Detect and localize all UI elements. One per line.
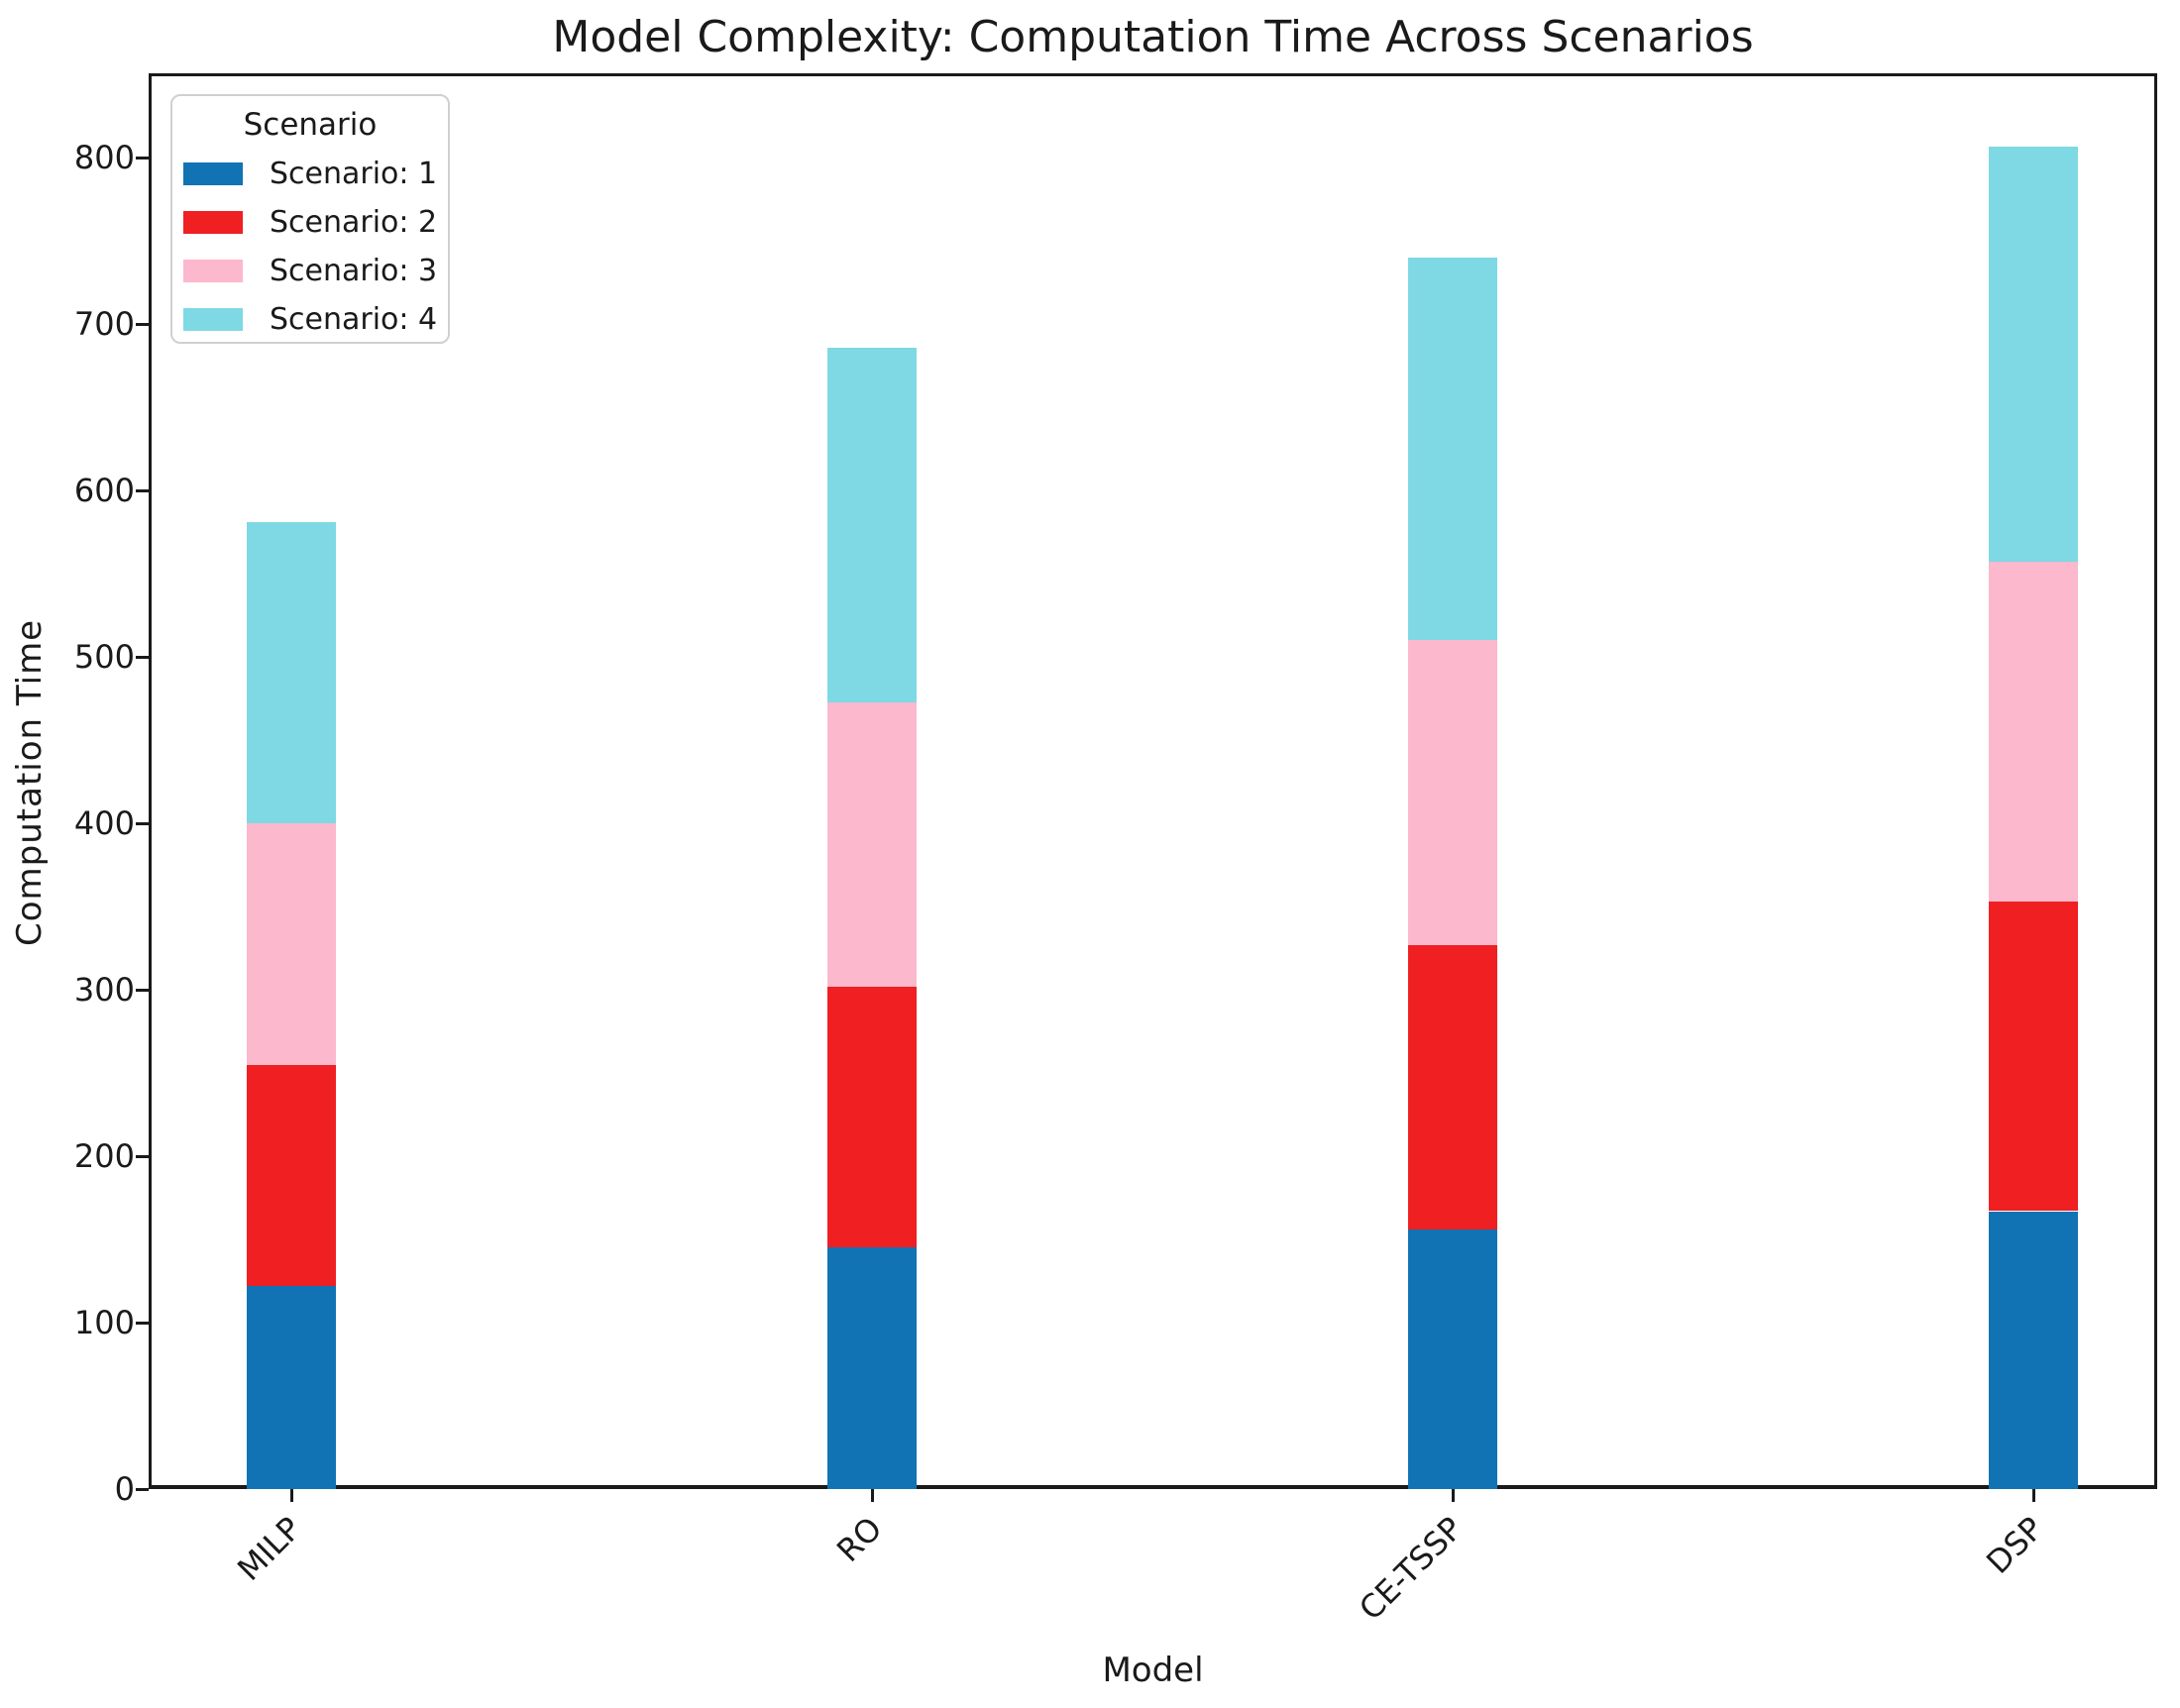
legend-label-scenario-3: Scenario: 3 <box>270 253 438 288</box>
y-tick-label: 800 <box>73 139 135 177</box>
y-tick-mark <box>136 488 149 492</box>
y-tick-label: 100 <box>73 1304 135 1342</box>
legend-swatch-scenario-1 <box>183 162 243 185</box>
y-axis-label: Computation Time <box>10 618 50 947</box>
bar-segment-dsp-scenario-1 <box>1989 1211 2078 1489</box>
legend-label-scenario-4: Scenario: 4 <box>270 301 438 337</box>
legend-swatch-scenario-3 <box>183 260 243 282</box>
x-axis-label: Model <box>1102 1651 1204 1690</box>
legend-item-scenario-3: Scenario: 3 <box>172 247 448 295</box>
y-tick-label: 600 <box>73 472 135 510</box>
bar-segment-ce-tssp-scenario-2 <box>1408 944 1497 1229</box>
legend-items: Scenario: 1 Scenario: 2 Scenario: 3 Scenari… <box>172 150 448 344</box>
legend-title: Scenario <box>243 107 378 143</box>
legend-item-scenario-2: Scenario: 2 <box>172 198 448 247</box>
x-tick-mark <box>870 1489 874 1502</box>
y-tick-mark <box>136 655 149 659</box>
y-tick-mark <box>136 1154 149 1158</box>
y-tick-mark <box>136 821 149 825</box>
y-tick-label: 500 <box>73 638 135 677</box>
legend-item-scenario-1: Scenario: 1 <box>172 150 448 198</box>
chart-title: Model Complexity: Computation Time Acros… <box>552 12 1754 62</box>
legend-swatch-scenario-2 <box>183 211 243 234</box>
legend-swatch-scenario-4 <box>183 308 243 331</box>
bar-segment-dsp-scenario-4 <box>1989 146 2078 563</box>
bar-segment-dsp-scenario-3 <box>1989 562 2078 903</box>
legend-label-scenario-1: Scenario: 1 <box>270 156 438 191</box>
y-tick-mark <box>136 156 149 160</box>
bar-segment-milp-scenario-4 <box>247 522 336 824</box>
y-tick-mark <box>136 988 149 992</box>
y-tick-mark <box>136 1487 149 1491</box>
legend-item-scenario-4: Scenario: 4 <box>172 295 448 344</box>
plot-area <box>149 73 2157 1489</box>
y-tick-label: 0 <box>114 1470 135 1508</box>
bar-segment-ce-tssp-scenario-3 <box>1408 640 1497 945</box>
y-tick-label: 200 <box>73 1137 135 1176</box>
bar-segment-ce-tssp-scenario-1 <box>1408 1228 1497 1489</box>
legend-label-scenario-2: Scenario: 2 <box>270 204 438 240</box>
bar-segment-milp-scenario-2 <box>247 1064 336 1287</box>
y-tick-label: 400 <box>73 804 135 843</box>
bar-segment-ro-scenario-2 <box>827 986 917 1248</box>
bar-segment-ro-scenario-4 <box>827 347 917 702</box>
y-tick-mark <box>136 322 149 326</box>
bar-segment-milp-scenario-3 <box>247 823 336 1065</box>
x-tick-mark <box>289 1489 293 1502</box>
x-tick-mark <box>1451 1489 1455 1502</box>
bar-segment-dsp-scenario-2 <box>1989 902 2078 1212</box>
y-tick-label: 700 <box>73 305 135 344</box>
bar-segment-ce-tssp-scenario-4 <box>1408 258 1497 641</box>
legend: Scenario Scenario: 1 Scenario: 2 Scenario:… <box>170 94 450 344</box>
bar-segment-ro-scenario-1 <box>827 1247 917 1489</box>
y-tick-mark <box>136 1321 149 1325</box>
bar-segment-milp-scenario-1 <box>247 1286 336 1489</box>
bar-segment-ro-scenario-3 <box>827 701 917 987</box>
y-tick-label: 300 <box>73 971 135 1010</box>
x-tick-mark <box>2031 1489 2035 1502</box>
